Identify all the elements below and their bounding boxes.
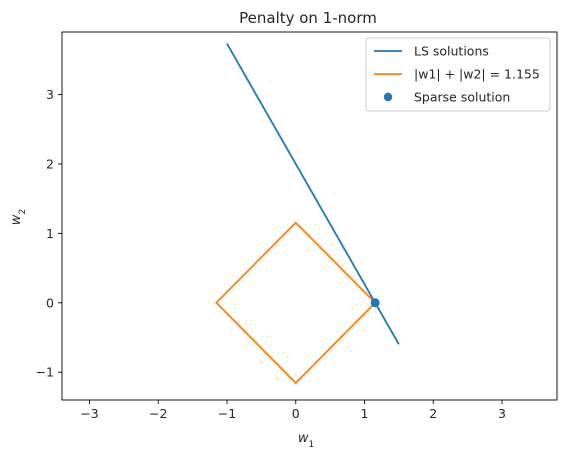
x-tick-label: −2 (149, 406, 167, 421)
series-1-line (215, 221, 376, 385)
series-2-point (370, 298, 380, 308)
y-tick-label: 0 (46, 295, 54, 310)
y-tick-label: 3 (46, 87, 54, 102)
y-tick-label: 1 (46, 226, 54, 241)
series-0-line (226, 43, 400, 345)
x-tick-label: 1 (361, 406, 369, 421)
legend-label-ls-solutions: LS solutions (414, 44, 489, 59)
x-axis-label: w1 (298, 431, 314, 450)
legend-label-sparse-solution: Sparse solution (414, 90, 510, 105)
y-tick-label: 2 (46, 156, 54, 171)
x-tick-label: −3 (80, 406, 98, 421)
plot-area (215, 43, 400, 385)
legend-box (365, 37, 551, 112)
x-tick-label: 2 (429, 406, 437, 421)
y-tick-label: −1 (36, 365, 54, 380)
chart-title: Penalty on 1-norm (239, 9, 377, 27)
x-tick-label: 0 (292, 406, 300, 421)
axes-frame (61, 31, 558, 401)
legend-marker-sparse-solution (383, 92, 393, 102)
x-tick-label: 3 (498, 406, 506, 421)
legend: LS solutions |w1| + |w2| = 1.155 Sparse … (365, 37, 551, 112)
y-axis-label: w2 (9, 209, 28, 225)
legend-label-norm-constraint: |w1| + |w2| = 1.155 (414, 67, 540, 82)
axes: −3 −2 −1 0 1 2 3 −1 0 1 2 3 (36, 31, 558, 421)
x-tick-label: −1 (218, 406, 236, 421)
